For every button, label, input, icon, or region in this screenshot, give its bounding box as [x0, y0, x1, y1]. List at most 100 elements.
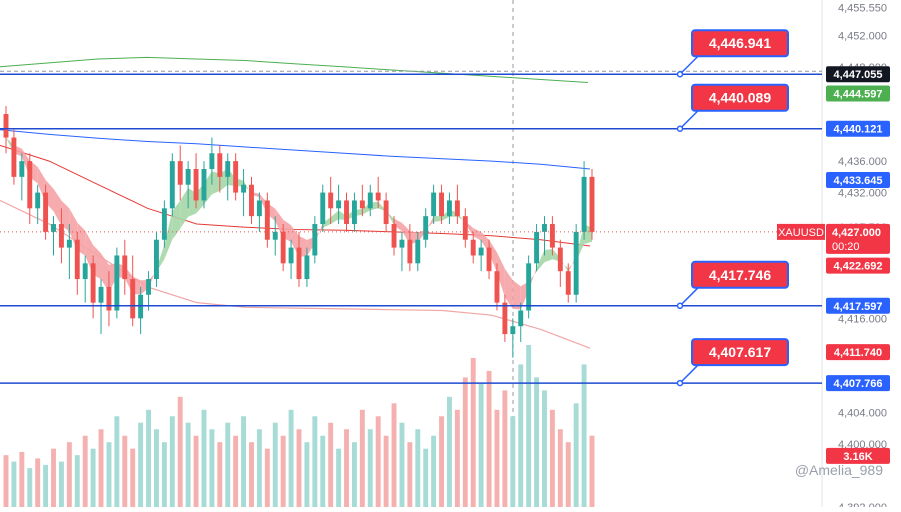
volume-bar	[510, 416, 516, 507]
candle-body	[470, 239, 476, 256]
candle-body	[502, 302, 508, 335]
volume-bar	[462, 377, 468, 507]
candle-body	[225, 161, 231, 177]
volume-bar	[391, 403, 397, 507]
candle-body	[177, 161, 183, 185]
ma-green-line	[0, 56, 589, 83]
candle-body	[336, 200, 342, 209]
candle-body	[542, 224, 547, 232]
candle-body	[11, 137, 17, 177]
volume-bar	[209, 429, 215, 507]
callout-box	[691, 83, 789, 112]
candle-body	[549, 224, 555, 248]
volume-bar	[447, 396, 452, 507]
volume-bar	[43, 464, 49, 507]
volume-bar	[296, 429, 302, 507]
level-price-label: 4,447.055	[834, 69, 883, 81]
ribbon-segment	[528, 267, 537, 292]
candle-body	[494, 271, 500, 303]
candle-body	[573, 231, 579, 295]
candle-body	[359, 200, 365, 209]
volume-bar	[217, 442, 223, 507]
ribbon-segment	[504, 268, 513, 309]
candle-body	[312, 224, 318, 256]
volume-bar	[589, 435, 595, 507]
volume-bar	[320, 435, 326, 507]
volume-bar	[557, 429, 563, 507]
axis-price-label: 4,411.740	[834, 347, 882, 359]
volume-bar	[288, 409, 294, 507]
volume-bar	[272, 422, 278, 507]
candle-body	[51, 224, 56, 232]
candle-body	[161, 208, 167, 240]
volume-bar	[233, 435, 239, 507]
candle-body	[415, 239, 421, 264]
volume-bar	[431, 435, 437, 507]
candle-body	[304, 255, 310, 280]
level-price-label-bg	[826, 120, 890, 137]
ribbon-segment	[275, 208, 284, 239]
candle-body	[447, 200, 452, 217]
level-price-label: 4,417.597	[834, 301, 883, 313]
ribbon-segment	[172, 200, 181, 240]
candle-body	[90, 263, 96, 303]
axis-price-label-bg	[826, 447, 890, 464]
volume-bar	[359, 409, 365, 507]
callouts[interactable]: 4,446.941 4,440.089 4,417.746 4,407.617	[676, 29, 789, 387]
volume-bar	[35, 458, 41, 507]
candle-body	[383, 200, 389, 225]
candle-body	[526, 263, 532, 311]
volume-bar	[201, 409, 207, 507]
candle-body	[3, 113, 9, 138]
volume-bar	[3, 455, 9, 507]
horizontal-lines[interactable]	[0, 70, 822, 384]
volume-bar	[27, 468, 33, 507]
callout-box	[691, 29, 789, 58]
volume-bar	[264, 448, 270, 507]
volume-bar	[114, 416, 120, 507]
candle-body	[146, 279, 151, 295]
ribbon-segment	[512, 280, 521, 310]
ribbon-segment	[243, 180, 252, 195]
volume-bar	[351, 442, 357, 507]
volume-bar	[161, 442, 167, 507]
candle-body	[478, 247, 484, 256]
candle-body	[114, 255, 120, 311]
price-tick-label: 4,452.000	[838, 30, 887, 42]
candle-body	[185, 169, 191, 185]
volume-bar	[177, 396, 183, 507]
volume-bar	[193, 435, 199, 507]
countdown-label: 00:20	[832, 241, 860, 253]
volume-bar	[256, 429, 262, 507]
candle-body	[209, 153, 215, 169]
ribbon-segment	[164, 211, 173, 260]
volume-bar	[502, 390, 508, 507]
volume-bar	[312, 416, 318, 507]
symbol-tag-bg	[777, 223, 825, 240]
candle-body	[399, 239, 405, 248]
callout-text: 4,417.746	[709, 267, 771, 283]
volume-bar	[82, 435, 88, 507]
candle-body	[439, 192, 444, 217]
volume-bar	[19, 451, 25, 507]
level-price-label: 4,440.121	[834, 124, 883, 136]
callout-text: 4,440.089	[709, 90, 771, 106]
candle-body	[423, 216, 429, 240]
volume-bar	[122, 435, 128, 507]
current-price-label: 4,427.000	[832, 227, 881, 239]
candle-body	[138, 294, 144, 319]
volume-bar	[542, 390, 547, 507]
callout-anchor	[676, 379, 684, 387]
candle-body	[565, 271, 571, 295]
callout-text: 4,446.941	[709, 35, 771, 51]
volume-bar	[534, 377, 540, 507]
volume-bar	[494, 409, 500, 507]
price-tick-label: 4,436.000	[838, 156, 887, 168]
volume-bar	[66, 442, 72, 507]
volume-bar	[367, 429, 373, 507]
volume-bar	[185, 422, 191, 507]
price-tick-label: 4,404.000	[838, 408, 887, 420]
callout-pointer	[679, 287, 699, 307]
